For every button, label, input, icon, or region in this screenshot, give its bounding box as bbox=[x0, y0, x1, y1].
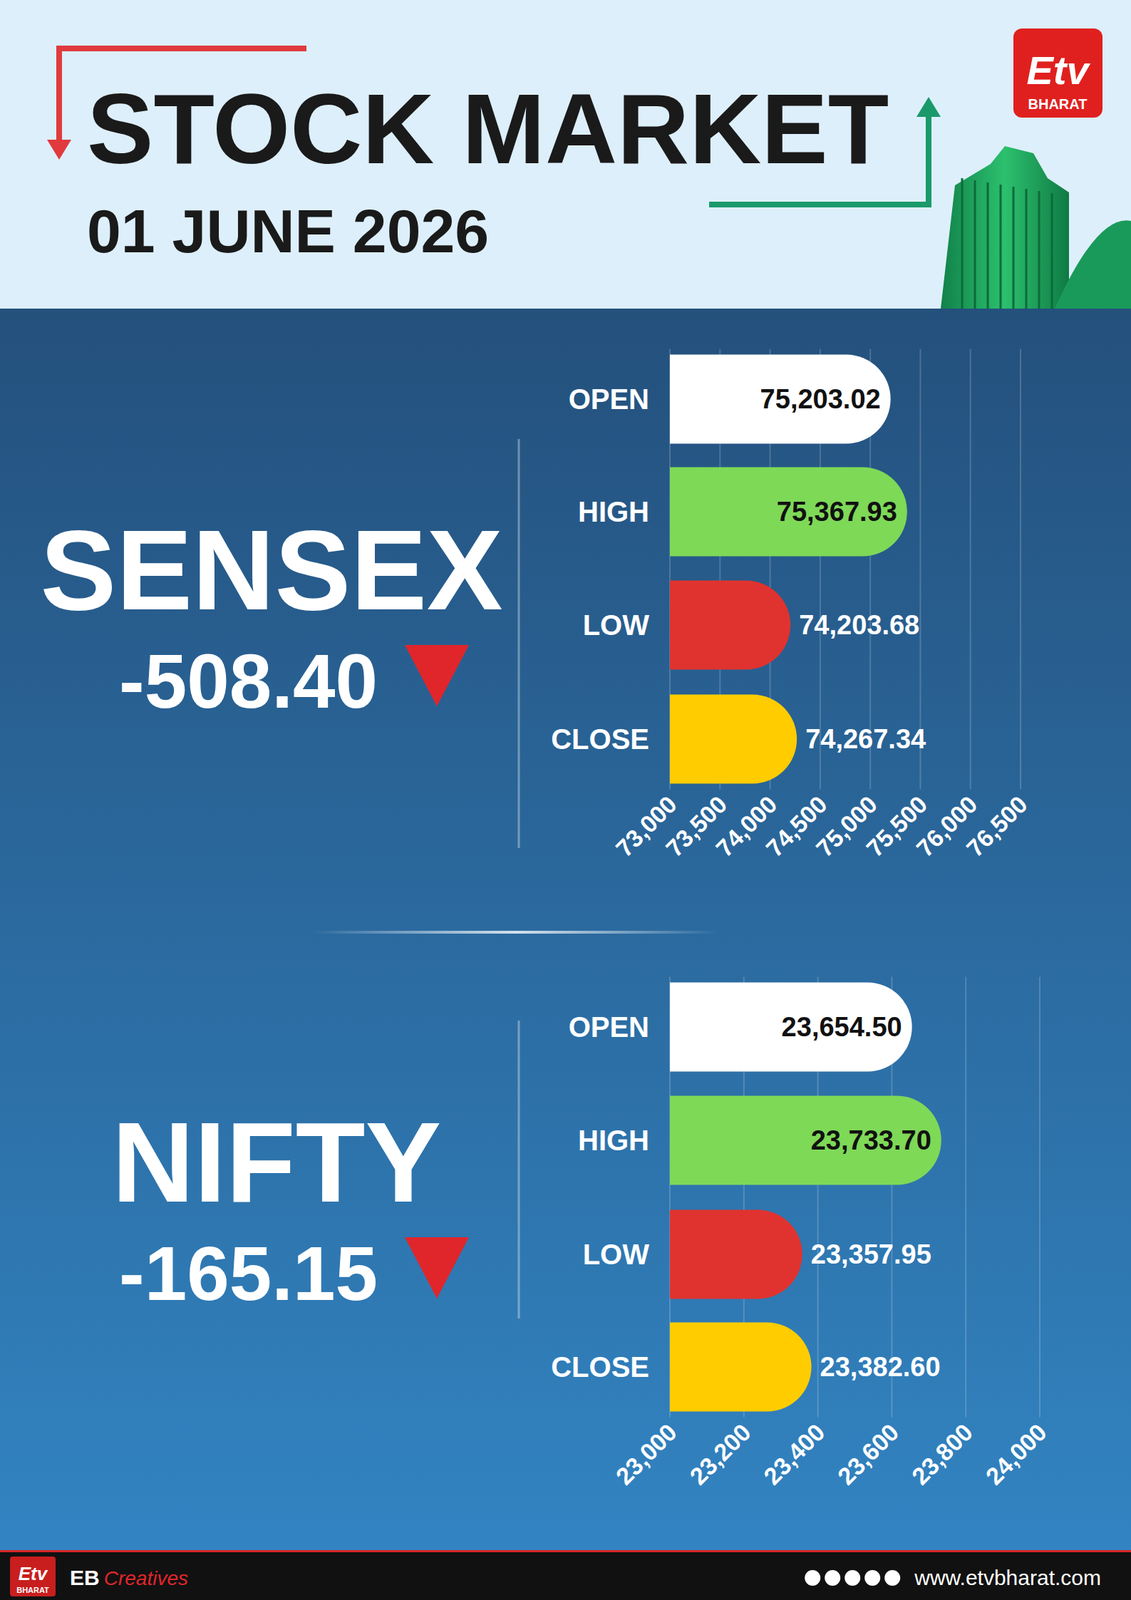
footer-bg bbox=[0, 1551, 1131, 1600]
building-line bbox=[1038, 190, 1041, 309]
category-label: CLOSE bbox=[550, 1351, 650, 1383]
bar bbox=[669, 694, 797, 784]
building bbox=[940, 146, 1069, 309]
bars bbox=[669, 354, 908, 784]
bar bbox=[669, 580, 791, 670]
grid-line bbox=[1039, 977, 1041, 1418]
category-label: HIGH bbox=[577, 1124, 650, 1156]
building-line bbox=[1012, 186, 1015, 309]
building-line bbox=[1051, 193, 1054, 309]
divider bbox=[518, 439, 521, 849]
value-label: 74,267.34 bbox=[805, 724, 926, 754]
tick-label: 76,500 bbox=[961, 790, 1033, 862]
bar bbox=[669, 1322, 812, 1412]
dome bbox=[1054, 220, 1131, 309]
tick-label: 23,400 bbox=[758, 1418, 830, 1490]
bar bbox=[669, 467, 908, 557]
footer-credit-script: Creatives bbox=[104, 1567, 189, 1590]
red-arrow-head bbox=[47, 139, 72, 160]
category-label: LOW bbox=[582, 609, 650, 641]
footer-logo-box bbox=[9, 1556, 56, 1597]
grid-line bbox=[1019, 349, 1022, 790]
header-bg bbox=[0, 0, 1131, 309]
labels: OPEN 75,203.02 HIGH 75,367.93 LOW 74,203.68 CL… bbox=[550, 383, 926, 755]
tick-label: 23,000 bbox=[610, 1418, 683, 1490]
footer-url: www.etvbharat.com bbox=[913, 1565, 1102, 1590]
category-label: OPEN bbox=[568, 383, 650, 415]
index-name: NIFTY bbox=[111, 1098, 442, 1226]
date: 01 JUNE 2026 bbox=[86, 196, 489, 266]
separator bbox=[311, 930, 720, 934]
building-line bbox=[987, 182, 990, 309]
building-line bbox=[1025, 188, 1028, 309]
change-triangle bbox=[404, 1237, 469, 1299]
category-label: OPEN bbox=[568, 1011, 650, 1043]
building-line bbox=[961, 178, 964, 309]
social-icon bbox=[844, 1570, 861, 1586]
bar bbox=[669, 982, 913, 1072]
footer-line bbox=[0, 1550, 1131, 1553]
value-label: 23,382.60 bbox=[820, 1351, 941, 1382]
labels: OPEN 23,654.50 HIGH 23,733.70 LOW 23,357.95 CL… bbox=[550, 1011, 941, 1383]
building-line bbox=[999, 184, 1003, 309]
divider bbox=[518, 1020, 521, 1319]
value-label: 23,733.70 bbox=[811, 1125, 932, 1156]
social-icon bbox=[804, 1570, 821, 1586]
change: -165.15 bbox=[119, 1230, 378, 1317]
chart: SENSEX-508.40 OPEN 75,203.02 HIGH 75,367.93 L… bbox=[39, 349, 1033, 863]
value-label: 74,203.68 bbox=[798, 610, 920, 640]
value-label: 75,367.93 bbox=[776, 496, 898, 527]
value-label: 23,357.95 bbox=[811, 1239, 932, 1270]
main-bg bbox=[0, 308, 1131, 1552]
tick-label: 23,600 bbox=[832, 1418, 904, 1490]
social-icon bbox=[824, 1570, 841, 1586]
change: -508.40 bbox=[119, 638, 378, 725]
footer-logo-text: Etv bbox=[18, 1562, 49, 1585]
footer-logo-sub: BHARAT bbox=[16, 1585, 50, 1595]
change-triangle bbox=[404, 644, 469, 707]
grid-line bbox=[919, 349, 921, 790]
value-label: 75,203.02 bbox=[760, 384, 881, 415]
footer-credit: EB bbox=[69, 1565, 100, 1590]
logo-box bbox=[1013, 28, 1103, 118]
category-label: CLOSE bbox=[550, 723, 650, 755]
category-label: HIGH bbox=[577, 496, 650, 528]
logo-text: Etv bbox=[1026, 47, 1091, 93]
category-label: LOW bbox=[582, 1238, 650, 1270]
bars bbox=[669, 982, 942, 1412]
social-icon bbox=[884, 1570, 901, 1586]
bar bbox=[669, 354, 891, 444]
building-line bbox=[974, 180, 977, 309]
green-arrow-head bbox=[916, 96, 941, 117]
page: EtvBHARATSTOCK MARKET01 JUNE 2026SENSEX-… bbox=[0, 0, 1131, 1600]
chart: NIFTY-165.15 OPEN 23,654.50 HIGH 23,733.70 LO… bbox=[111, 977, 1052, 1491]
tick-label: 23,800 bbox=[906, 1418, 978, 1490]
bar bbox=[669, 1210, 803, 1300]
social-icon bbox=[864, 1570, 881, 1586]
bar bbox=[669, 1096, 942, 1186]
tick-label: 23,200 bbox=[684, 1418, 756, 1490]
value-label: 23,654.50 bbox=[781, 1011, 903, 1042]
grid-line bbox=[969, 349, 972, 790]
title: STOCK MARKET bbox=[86, 72, 889, 185]
index-name: SENSEX bbox=[39, 505, 503, 634]
grid-line bbox=[964, 977, 967, 1418]
logo-sub: BHARAT bbox=[1028, 96, 1088, 112]
tick-label: 24,000 bbox=[980, 1418, 1052, 1490]
